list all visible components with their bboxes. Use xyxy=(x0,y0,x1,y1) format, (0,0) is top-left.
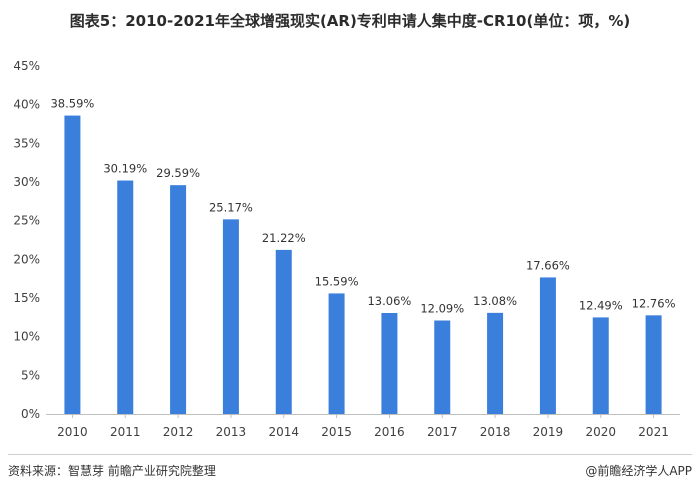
bar-value-label: 21.22% xyxy=(262,231,306,245)
bar-value-label: 38.59% xyxy=(50,97,94,111)
bar xyxy=(328,293,345,414)
bar-value-label: 25.17% xyxy=(209,200,253,214)
y-tick-label: 0% xyxy=(21,407,40,421)
y-tick-label: 20% xyxy=(13,252,40,266)
y-tick-label: 45% xyxy=(13,59,40,73)
bar xyxy=(592,317,609,414)
bar-value-label: 12.76% xyxy=(632,296,676,310)
bar xyxy=(434,320,451,414)
bar xyxy=(645,315,662,414)
bar xyxy=(117,180,134,414)
bar xyxy=(64,115,81,414)
y-tick-label: 35% xyxy=(13,136,40,150)
y-tick-label: 15% xyxy=(13,291,40,305)
y-tick-label: 40% xyxy=(13,98,40,112)
bar-value-label: 17.66% xyxy=(526,258,570,272)
x-tick-label: 2010 xyxy=(57,425,88,439)
x-tick-label: 2017 xyxy=(427,425,458,439)
bar xyxy=(170,185,187,414)
chart-title: 图表5：2010-2021年全球增强现实(AR)专利申请人集中度-CR10(单位… xyxy=(69,12,631,30)
y-tick-label: 10% xyxy=(13,330,40,344)
x-tick-label: 2020 xyxy=(585,425,616,439)
x-tick-label: 2016 xyxy=(374,425,405,439)
bar-value-label: 30.19% xyxy=(103,162,147,176)
y-tick-label: 25% xyxy=(13,214,40,228)
bar xyxy=(222,219,239,414)
bar-value-label: 13.08% xyxy=(473,294,517,308)
y-tick-label: 5% xyxy=(21,368,40,382)
x-tick-label: 2018 xyxy=(480,425,511,439)
bar xyxy=(487,312,504,414)
bar xyxy=(539,277,556,414)
bar-value-label: 13.06% xyxy=(367,294,411,308)
bar-value-label: 12.09% xyxy=(420,302,464,316)
x-tick-label: 2011 xyxy=(110,425,141,439)
bar xyxy=(381,313,398,414)
footer-divider xyxy=(8,454,692,455)
y-tick-label: 30% xyxy=(13,175,40,189)
x-tick-label: 2019 xyxy=(533,425,564,439)
bar-value-label: 29.59% xyxy=(156,166,200,180)
bar-value-label: 15.59% xyxy=(315,274,359,288)
bar xyxy=(275,249,292,414)
x-tick-label: 2014 xyxy=(268,425,299,439)
x-tick-label: 2012 xyxy=(163,425,194,439)
x-tick-label: 2021 xyxy=(638,425,669,439)
x-tick-label: 2013 xyxy=(216,425,247,439)
bar-value-label: 12.49% xyxy=(579,298,623,312)
source-note: 资料来源：智慧芽 前瞻产业研究院整理 xyxy=(8,464,216,478)
brand-credit: @前瞻经济学人APP xyxy=(585,464,692,478)
x-tick-label: 2015 xyxy=(321,425,352,439)
